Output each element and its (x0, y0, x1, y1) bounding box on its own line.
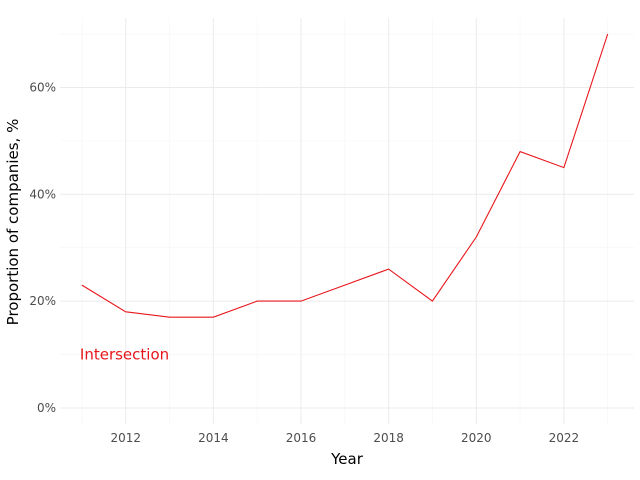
data-point (563, 167, 564, 168)
data-point (519, 151, 520, 152)
data-point (169, 317, 170, 318)
y-axis-title: Proportion of companies, % (4, 119, 22, 326)
grid (60, 18, 634, 424)
y-tick-label: 60% (29, 80, 56, 94)
data-point (607, 33, 608, 34)
y-tick-label: 40% (29, 187, 56, 201)
data-point (125, 311, 126, 312)
x-axis-title: Year (330, 450, 364, 468)
x-tick-label: 2018 (373, 431, 404, 445)
y-tick-label: 20% (29, 294, 56, 308)
x-tick-label: 2012 (110, 431, 141, 445)
x-axis-ticks: 2012 2014 2016 2018 2020 2022 (110, 431, 579, 445)
data-point (388, 268, 389, 269)
data-point (257, 301, 258, 302)
annotation-label: Intersection (80, 346, 169, 364)
data-point (432, 301, 433, 302)
data-point (213, 317, 214, 318)
x-tick-label: 2022 (549, 431, 580, 445)
annotations: Intersection (80, 346, 169, 364)
series-group (81, 33, 609, 318)
data-point (300, 301, 301, 302)
y-axis-ticks: 0% 20% 40% 60% (29, 80, 56, 415)
data-point (81, 285, 82, 286)
x-tick-label: 2016 (286, 431, 317, 445)
y-tick-label: 0% (37, 401, 56, 415)
series-line (81, 33, 609, 318)
x-tick-label: 2020 (461, 431, 492, 445)
x-tick-label: 2014 (198, 431, 229, 445)
data-point (476, 236, 477, 237)
data-point (344, 285, 345, 286)
